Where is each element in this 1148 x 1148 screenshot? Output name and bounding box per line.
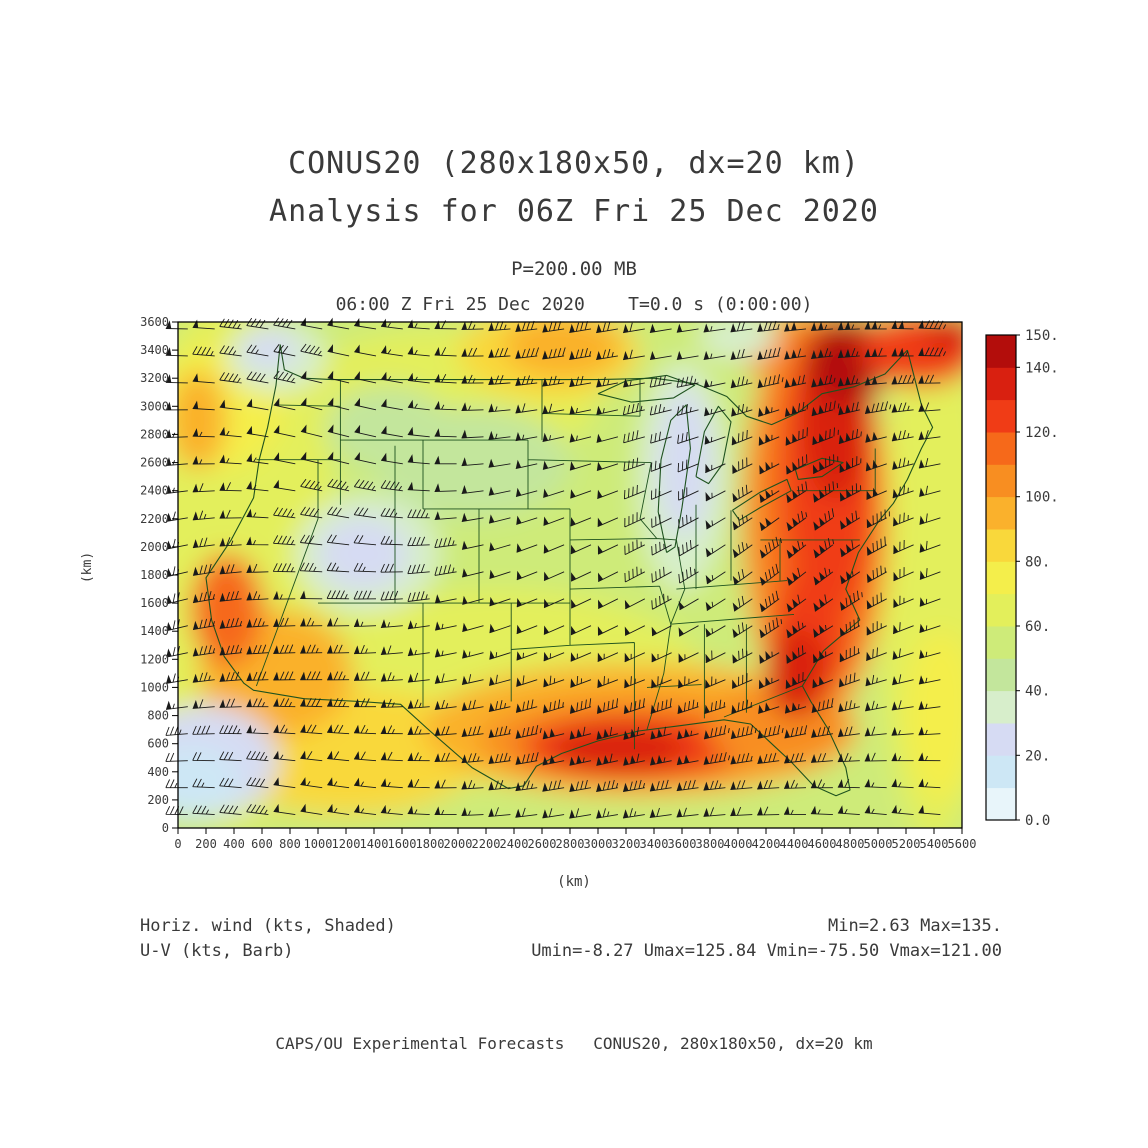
svg-text:800: 800	[279, 837, 301, 851]
svg-text:150.: 150.	[1025, 328, 1059, 344]
svg-text:3000: 3000	[140, 399, 169, 413]
svg-text:3400: 3400	[140, 343, 169, 357]
svg-text:4600: 4600	[808, 837, 837, 851]
svg-text:2400: 2400	[500, 837, 529, 851]
svg-text:2000: 2000	[444, 837, 473, 851]
credit-footer: CAPS/OU Experimental Forecasts CONUS20, …	[275, 1034, 873, 1053]
svg-text:0: 0	[162, 821, 169, 835]
svg-text:600: 600	[147, 737, 169, 751]
svg-text:1200: 1200	[332, 837, 361, 851]
svg-text:100.: 100.	[1025, 490, 1059, 506]
svg-text:3200: 3200	[612, 837, 641, 851]
pressure-level-label: P=200.00 MB	[511, 258, 637, 280]
svg-text:2400: 2400	[140, 484, 169, 498]
x-axis-label: (km)	[557, 874, 591, 890]
svg-text:0: 0	[174, 837, 181, 851]
svg-text:0.0: 0.0	[1025, 813, 1050, 829]
svg-text:1200: 1200	[140, 652, 169, 666]
svg-text:1800: 1800	[140, 568, 169, 582]
svg-text:2000: 2000	[140, 540, 169, 554]
svg-text:5600: 5600	[948, 837, 977, 851]
chart-title: CONUS20 (280x180x50, dx=20 km)	[288, 146, 860, 181]
svg-text:3000: 3000	[584, 837, 613, 851]
svg-text:800: 800	[147, 709, 169, 723]
svg-text:120.: 120.	[1025, 425, 1059, 441]
svg-text:80.: 80.	[1025, 554, 1050, 570]
svg-text:2800: 2800	[556, 837, 585, 851]
svg-text:2200: 2200	[140, 512, 169, 526]
svg-text:3800: 3800	[696, 837, 725, 851]
svg-text:1600: 1600	[388, 837, 417, 851]
svg-text:1400: 1400	[140, 624, 169, 638]
svg-text:1800: 1800	[416, 837, 445, 851]
svg-text:2600: 2600	[140, 456, 169, 470]
svg-text:4400: 4400	[780, 837, 809, 851]
svg-text:1600: 1600	[140, 596, 169, 610]
svg-text:1000: 1000	[140, 680, 169, 694]
svg-text:200: 200	[147, 793, 169, 807]
svg-text:40.: 40.	[1025, 684, 1050, 700]
shaded-field-label: Horiz. wind (kts, Shaded)	[140, 916, 396, 936]
y-axis-label: (km)	[80, 551, 96, 584]
svg-text:2200: 2200	[472, 837, 501, 851]
svg-text:600: 600	[251, 837, 273, 851]
svg-text:3600: 3600	[140, 315, 169, 329]
svg-text:3400: 3400	[640, 837, 669, 851]
svg-text:400: 400	[147, 765, 169, 779]
valid-time-label: 06:00 Z Fri 25 Dec 2020 T=0.0 s (0:00:00…	[335, 294, 813, 315]
svg-text:1000: 1000	[304, 837, 333, 851]
uv-stats: Umin=-8.27 Umax=125.84 Vmin=-75.50 Vmax=…	[531, 941, 1002, 961]
svg-text:20.: 20.	[1025, 748, 1050, 764]
svg-text:60.: 60.	[1025, 619, 1050, 635]
svg-text:5400: 5400	[920, 837, 949, 851]
svg-text:4800: 4800	[836, 837, 865, 851]
svg-text:400: 400	[223, 837, 245, 851]
svg-text:2600: 2600	[528, 837, 557, 851]
svg-text:4000: 4000	[724, 837, 753, 851]
svg-text:3600: 3600	[668, 837, 697, 851]
svg-text:5000: 5000	[864, 837, 893, 851]
svg-text:3200: 3200	[140, 371, 169, 385]
svg-text:5200: 5200	[892, 837, 921, 851]
svg-text:2800: 2800	[140, 427, 169, 441]
minmax-stats: Min=2.63 Max=135.	[828, 916, 1002, 936]
chart-subtitle: Analysis for 06Z Fri 25 Dec 2020	[269, 194, 879, 229]
svg-text:4200: 4200	[752, 837, 781, 851]
svg-text:200: 200	[195, 837, 217, 851]
svg-text:1400: 1400	[360, 837, 389, 851]
barb-field-label: U-V (kts, Barb)	[140, 941, 294, 961]
svg-text:140.: 140.	[1025, 360, 1059, 376]
